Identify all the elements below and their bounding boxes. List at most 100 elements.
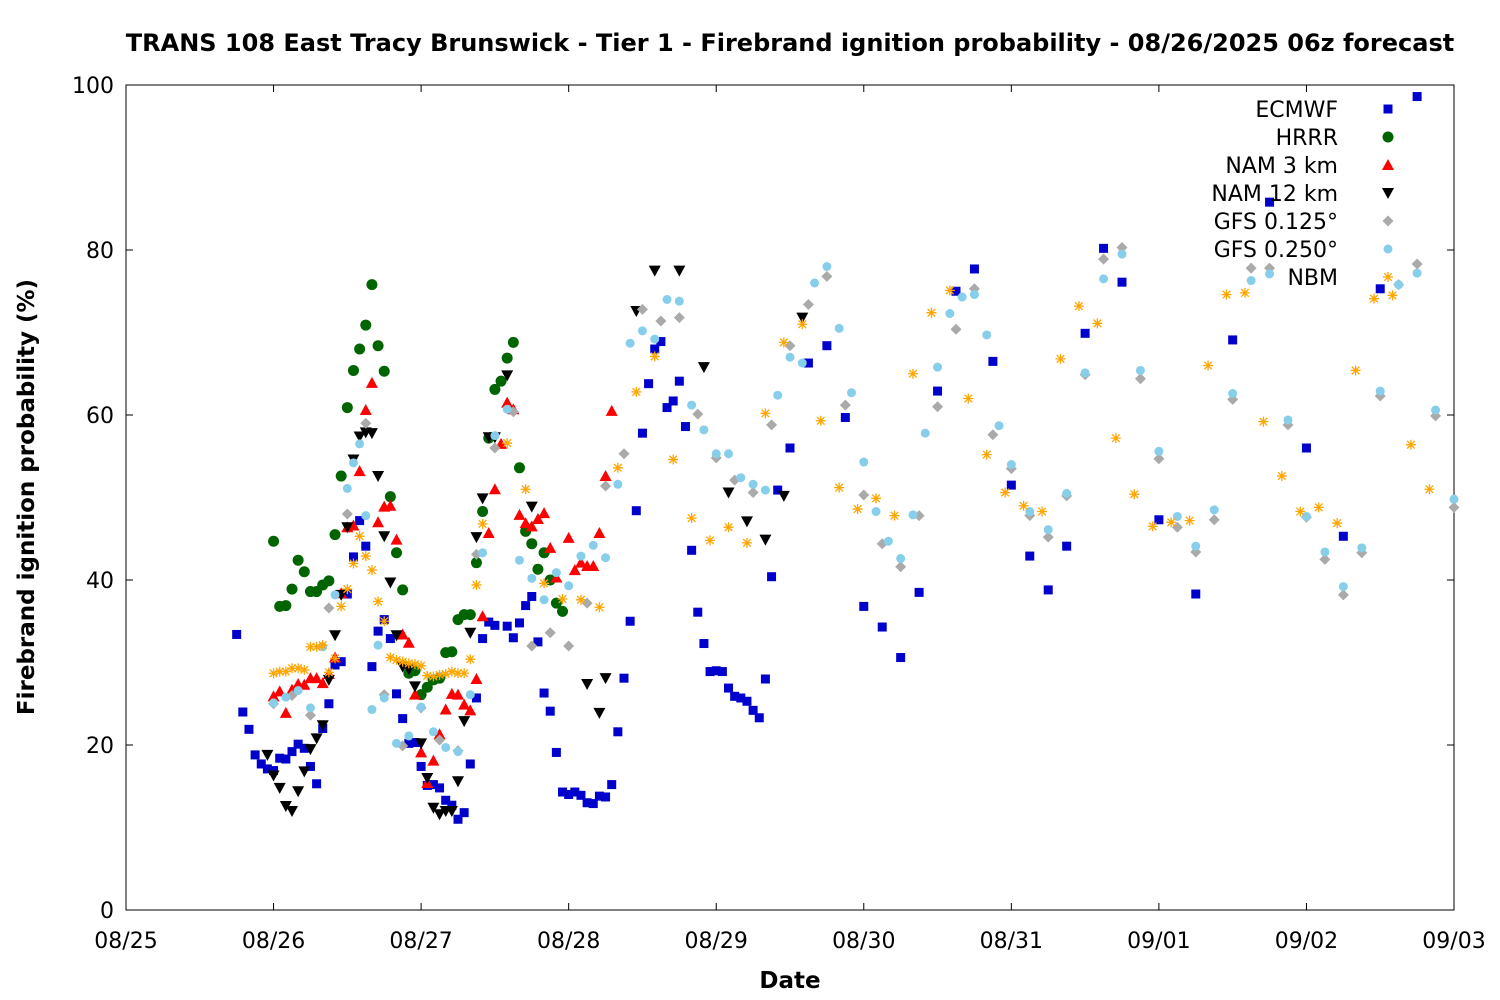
data-point xyxy=(544,627,556,639)
data-point xyxy=(372,516,385,528)
data-point xyxy=(760,674,770,684)
data-point xyxy=(501,370,514,382)
data-point xyxy=(1411,258,1423,270)
data-point xyxy=(347,519,360,531)
data-point xyxy=(797,358,807,368)
data-point xyxy=(404,731,414,741)
data-point xyxy=(1228,335,1238,345)
data-point xyxy=(286,583,298,595)
data-point xyxy=(1258,416,1269,427)
series-hrrr xyxy=(268,279,569,701)
data-point xyxy=(588,799,598,809)
data-point xyxy=(366,279,378,291)
data-point xyxy=(969,264,979,274)
data-point xyxy=(428,671,439,682)
data-point xyxy=(533,637,543,647)
data-point xyxy=(1338,531,1348,541)
data-point xyxy=(618,448,630,460)
data-point xyxy=(803,358,813,368)
data-point xyxy=(416,761,426,771)
data-point xyxy=(353,465,366,477)
data-point xyxy=(730,691,740,701)
data-point xyxy=(594,602,605,613)
data-point xyxy=(267,690,280,702)
data-point xyxy=(1147,521,1158,532)
data-point xyxy=(839,399,851,411)
data-point xyxy=(767,572,777,582)
data-point xyxy=(539,595,549,605)
data-point xyxy=(1412,268,1422,278)
data-point xyxy=(330,653,341,664)
legend-label: ECMWF xyxy=(1255,98,1338,123)
legend: ECMWF HRRR NAM 3 km NAM 12 km GFS 0.125° GFS … xyxy=(1211,98,1394,291)
data-point xyxy=(275,753,285,763)
data-point xyxy=(601,792,611,802)
data-point xyxy=(619,673,629,683)
data-point xyxy=(668,454,679,465)
data-point xyxy=(348,552,358,562)
x-tick-label: 08/28 xyxy=(537,929,600,954)
data-point xyxy=(1018,500,1029,511)
data-point xyxy=(527,592,537,601)
data-point xyxy=(648,265,661,277)
data-point xyxy=(330,660,340,670)
y-tick-label: 80 xyxy=(86,239,114,264)
data-point xyxy=(484,617,494,627)
data-point xyxy=(1265,197,1275,207)
data-point xyxy=(538,507,551,519)
legend-marker xyxy=(1382,159,1394,170)
data-point xyxy=(593,526,606,538)
data-point xyxy=(777,490,790,502)
data-point xyxy=(1283,415,1293,425)
data-point xyxy=(415,738,428,750)
data-point xyxy=(649,351,660,362)
data-point xyxy=(392,738,402,748)
data-point xyxy=(408,681,421,693)
data-point xyxy=(686,513,697,524)
data-point xyxy=(453,668,463,679)
series-nam-3-km xyxy=(267,376,618,788)
data-point xyxy=(341,402,353,414)
data-point xyxy=(408,688,421,700)
data-point xyxy=(1228,389,1238,399)
data-point xyxy=(1369,293,1380,304)
legend-label: NAM 3 km xyxy=(1225,154,1338,179)
data-point xyxy=(519,517,532,529)
data-point xyxy=(507,336,519,348)
data-point xyxy=(1042,531,1054,543)
data-point xyxy=(433,809,446,821)
data-point xyxy=(1135,365,1145,375)
data-point xyxy=(410,738,420,748)
data-point xyxy=(428,727,438,737)
data-point xyxy=(502,438,513,449)
data-point xyxy=(489,383,501,395)
data-point xyxy=(404,738,414,748)
series-nbm xyxy=(268,285,1435,682)
legend-label: NAM 12 km xyxy=(1211,182,1338,207)
data-point xyxy=(354,343,366,355)
data-point xyxy=(525,520,538,532)
data-point xyxy=(279,801,292,813)
data-point xyxy=(551,568,561,578)
data-point xyxy=(773,485,783,495)
series-nam-12-km xyxy=(261,265,809,821)
data-point xyxy=(1387,290,1398,301)
data-point xyxy=(489,442,501,454)
data-point xyxy=(495,375,507,387)
data-point xyxy=(360,319,372,331)
data-point xyxy=(821,270,833,282)
data-point xyxy=(785,443,795,453)
data-point xyxy=(403,658,414,669)
data-point xyxy=(723,522,734,533)
data-point xyxy=(1246,276,1256,286)
data-point xyxy=(1006,480,1016,490)
data-point xyxy=(637,326,647,336)
data-point xyxy=(587,559,600,571)
data-point xyxy=(570,787,580,797)
data-point xyxy=(329,630,342,642)
data-point xyxy=(951,286,961,296)
data-point xyxy=(335,470,347,482)
data-point xyxy=(268,535,280,547)
data-point xyxy=(564,581,574,591)
